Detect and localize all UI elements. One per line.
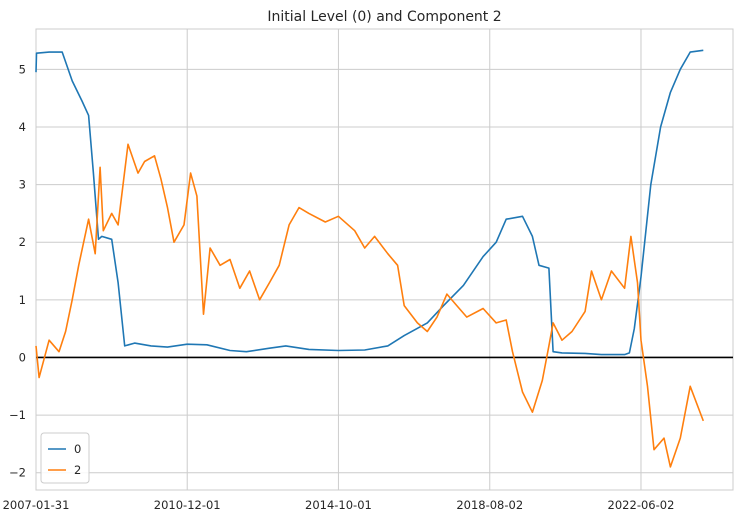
x-tick-label: 2010-12-01 [154, 498, 221, 512]
x-tick-label: 2022-06-02 [608, 498, 675, 512]
x-tick-label: 2014-10-01 [305, 498, 372, 512]
x-axis-ticks: 2007-01-31 2010-12-01 2014-10-01 2018-08-02… [3, 498, 675, 512]
x-tick-label: 2007-01-31 [3, 498, 70, 512]
series-line-0 [35, 49, 704, 356]
y-tick-label: −1 [9, 408, 26, 422]
legend-label-0: 0 [74, 442, 81, 456]
y-tick-label: 3 [19, 178, 26, 192]
y-tick-label: −2 [9, 466, 26, 480]
x-tick-label: 2018-08-02 [456, 498, 523, 512]
legend: 02 [40, 432, 90, 484]
grid-lines [35, 29, 733, 490]
y-tick-label: 2 [19, 235, 26, 249]
y-tick-label: 4 [19, 120, 26, 134]
series-line-2 [35, 143, 705, 468]
chart-title: Initial Level (0) and Component 2 [267, 9, 501, 25]
plot-area [35, 28, 734, 491]
y-axis-ticks: −2 −1 0 1 2 3 4 5 [9, 62, 26, 479]
legend-box [40, 432, 90, 484]
y-tick-label: 0 [19, 350, 26, 364]
legend-label-2: 2 [74, 463, 81, 477]
series-lines [35, 49, 705, 468]
y-tick-label: 5 [19, 62, 26, 76]
y-tick-label: 1 [19, 293, 26, 307]
